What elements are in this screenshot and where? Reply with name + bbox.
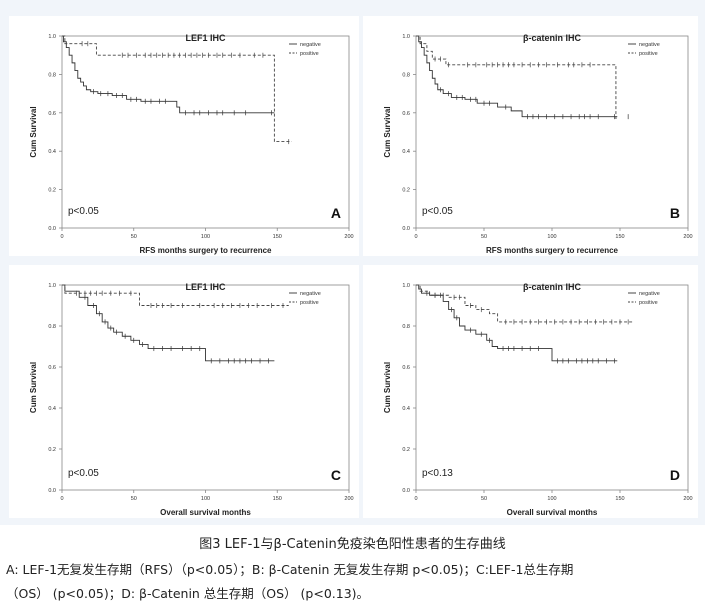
y-axis-label: Cum Survival [29,106,38,157]
x-axis-label: Overall survival months [160,508,251,517]
y-tick-label: 0.8 [402,324,410,330]
figure-area: LEF1 IHC 0.0 0.2 0.4 0.6 0.8 1.0 0 50 100 150 200 RF… [0,0,705,525]
caption-line-1: A: LEF-1无复发生存期（RFS）（p<0.05）；B: β-Catenin… [6,562,574,577]
chart-title: LEF1 IHC [185,282,226,292]
series-line-negative [62,284,275,362]
y-tick-label: 1.0 [402,283,410,289]
legend-label-positive: positive [639,51,658,57]
panel-background [9,265,359,518]
panel-letter: A [331,205,341,221]
x-tick-label: 150 [615,496,624,502]
x-tick-label: 50 [481,234,487,240]
x-tick-label: 100 [547,234,556,240]
y-tick-label: 0.2 [402,188,410,194]
legend-label-positive: positive [639,300,658,306]
panel-background [9,16,359,256]
y-tick-label: 0.8 [48,72,56,78]
panel-b: β-catenin IHC 0.0 0.2 0.4 0.6 0.8 1.0 0 50 100 150… [363,16,698,256]
x-axis-label: RFS months surgery to recurrence [139,246,272,255]
y-tick-label: 0.4 [402,406,410,412]
x-tick-label: 200 [683,234,692,240]
y-tick-label: 1.0 [48,34,56,40]
x-tick-label: 0 [414,496,417,502]
x-tick-label: 50 [131,496,137,502]
p-value-label: p<0.05 [422,206,453,217]
y-tick-label: 0.0 [402,226,410,232]
y-tick-label: 0.4 [402,149,410,155]
panel-background [363,265,698,518]
series-line-positive [416,284,634,323]
x-tick-label: 50 [131,234,137,240]
x-axis-label: Overall survival months [507,508,598,517]
series-line-positive [62,35,292,143]
chart-title: β-catenin IHC [523,33,581,43]
y-tick-label: 0.8 [402,72,410,78]
series-line-negative [416,35,618,118]
y-tick-label: 0.0 [48,488,56,494]
panel-a: LEF1 IHC 0.0 0.2 0.4 0.6 0.8 1.0 0 50 100 150 200 RF… [9,16,359,256]
legend-label-negative: negative [300,291,321,297]
p-value-label: p<0.13 [422,468,453,479]
legend-label-positive: positive [300,51,319,57]
x-tick-label: 0 [414,234,417,240]
x-tick-label: 0 [60,496,63,502]
y-tick-label: 0.6 [48,111,56,117]
x-tick-label: 150 [273,234,282,240]
y-tick-label: 0.6 [402,365,410,371]
x-tick-label: 50 [481,496,487,502]
series-line-positive [62,284,289,306]
y-tick-label: 0.4 [48,149,56,155]
y-tick-label: 0.2 [402,447,410,453]
legend-label-negative: negative [639,291,660,297]
x-tick-label: 100 [547,496,556,502]
chart-title: LEF1 IHC [185,33,226,43]
y-tick-label: 1.0 [402,34,410,40]
y-tick-label: 1.0 [48,283,56,289]
figure-caption: 图3 LEF-1与β-Catenin免疫染色阳性患者的生存曲线 A: LEF-1… [0,525,705,605]
x-tick-label: 200 [344,496,353,502]
survival-curves-figure: LEF1 IHC 0.0 0.2 0.4 0.6 0.8 1.0 0 50 100 150 200 RF… [9,16,698,518]
caption-line-2: （OS） (p<0.05)；D: β-Catenin 总生存期（OS） (p<0… [6,586,370,601]
x-tick-label: 200 [344,234,353,240]
p-value-label: p<0.05 [68,206,99,217]
panel-letter: D [670,467,680,483]
x-tick-label: 0 [60,234,63,240]
panel-background [363,16,698,256]
x-tick-label: 150 [615,234,624,240]
y-tick-label: 0.0 [402,488,410,494]
y-axis-label: Cum Survival [383,362,392,413]
y-axis-label: Cum Survival [383,106,392,157]
caption-title: 图3 LEF-1与β-Catenin免疫染色阳性患者的生存曲线 [199,537,506,552]
y-tick-label: 0.2 [48,188,56,194]
y-tick-label: 0.0 [48,226,56,232]
y-tick-label: 0.6 [402,111,410,117]
x-tick-label: 200 [683,496,692,502]
series-line-positive [416,35,618,120]
y-axis-label: Cum Survival [29,362,38,413]
panel-letter: B [670,205,680,221]
x-tick-label: 100 [201,234,210,240]
panel-d: β-catenin IHC 0.0 0.2 0.4 0.6 0.8 1.0 0 50 100 150… [363,265,698,518]
y-tick-label: 0.6 [48,365,56,371]
panel-c: LEF1 IHC 0.0 0.2 0.4 0.6 0.8 1.0 0 50 100 150 200 Ov… [9,265,359,518]
legend-label-negative: negative [300,42,321,48]
legend-label-positive: positive [300,300,319,306]
x-axis-label: RFS months surgery to recurrence [486,246,619,255]
p-value-label: p<0.05 [68,468,99,479]
x-tick-label: 100 [201,496,210,502]
y-tick-label: 0.4 [48,406,56,412]
y-tick-label: 0.8 [48,324,56,330]
chart-title: β-catenin IHC [523,282,581,292]
legend-label-negative: negative [639,42,660,48]
panel-letter: C [331,467,341,483]
x-tick-label: 150 [273,496,282,502]
series-line-negative [62,35,275,114]
y-tick-label: 0.2 [48,447,56,453]
